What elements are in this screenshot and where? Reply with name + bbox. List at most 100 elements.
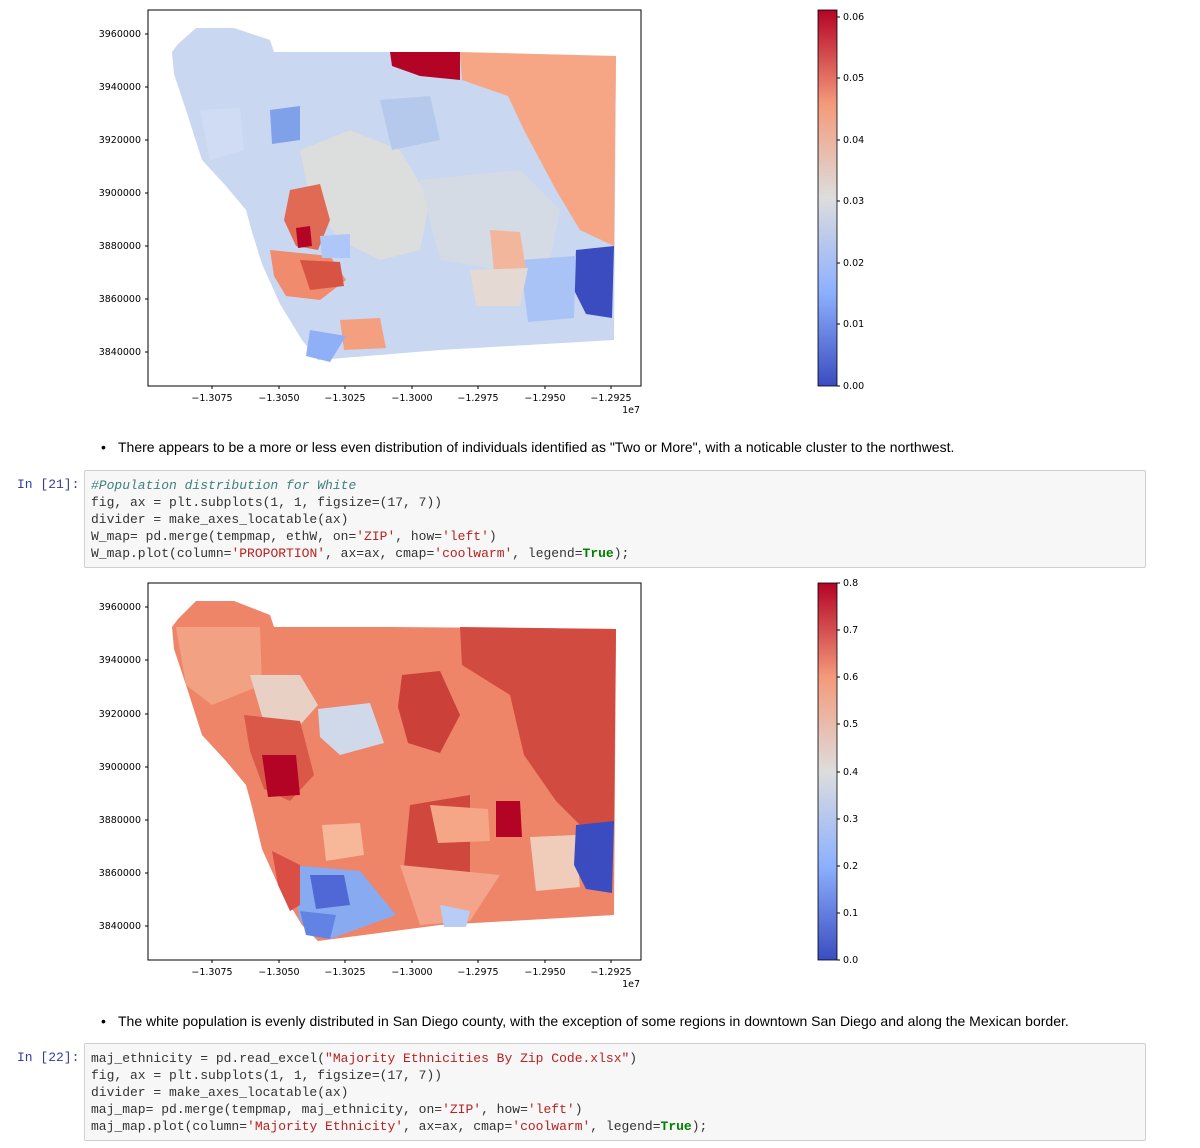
x-offset-label: 1e7 [622, 979, 640, 990]
y-tick-label: 3860000 [99, 294, 141, 305]
colorbar-tick-label: 0.06 [843, 12, 864, 23]
colorbar-tick-label: 0.5 [843, 719, 858, 730]
region-central [300, 130, 430, 260]
x-tick-label: −1.3000 [391, 393, 432, 404]
region-east-mid [490, 230, 526, 272]
colorbar-tick-label: 0.7 [843, 625, 858, 636]
code-line[interactable]: divider = make_axes_locatable(ax) [91, 511, 629, 528]
code-line[interactable]: W_map= pd.merge(tempmap, ethW, on='ZIP',… [91, 528, 629, 545]
region-nw-neutral [250, 675, 318, 725]
y-tick-label: 3960000 [99, 602, 141, 613]
y-tick-label: 3960000 [99, 29, 141, 40]
region-se-cool [520, 256, 576, 322]
x-tick-label: −1.3075 [191, 967, 232, 978]
code-token: ); [613, 546, 630, 561]
code-line[interactable]: fig, ax = plt.subplots(1, 1, figsize=(17… [91, 494, 629, 511]
region-southeast-cold [574, 821, 614, 893]
markdown-cell: • The white population is evenly distrib… [101, 1013, 1161, 1031]
x-axis: −1.3075 −1.3050 −1.3025 −1.3000 −1.2975 … [191, 960, 640, 990]
colorbar-tick-label: 0.05 [843, 73, 864, 84]
x-offset-label: 1e7 [622, 405, 640, 416]
region-mid-cool [320, 234, 350, 258]
x-tick-label: −1.3050 [258, 967, 299, 978]
code-token: ); [691, 1119, 708, 1134]
y-tick-label: 3880000 [99, 815, 141, 826]
region-downtown-hot [272, 851, 300, 911]
code-token: , legend= [512, 546, 583, 561]
x-tick-label: −1.3000 [391, 967, 432, 978]
region-east-hot [496, 801, 522, 837]
code-token: maj_ethnicity = pd.read_excel( [91, 1051, 326, 1066]
colorbar-tick-label: 0.4 [843, 767, 858, 778]
y-tick-label: 3860000 [99, 868, 141, 879]
code-token: 'ZIP' [442, 1102, 482, 1117]
y-tick-label: 3940000 [99, 82, 141, 93]
code-line[interactable]: divider = make_axes_locatable(ax) [91, 1084, 707, 1101]
code-token: ) [574, 1102, 583, 1117]
map-plot-two-or-more: 3960000 3940000 3920000 3900000 3880000 … [99, 9, 864, 416]
code-token: W_map= pd.merge(tempmap, ethW, on= [91, 529, 357, 544]
code-token: 'coolwarm' [512, 1119, 591, 1134]
code-token: , ax=ax, cmap= [403, 1119, 513, 1134]
region-south-cold [310, 875, 350, 909]
code-editor[interactable]: maj_ethnicity = pd.read_excel("Majority … [91, 1050, 707, 1135]
region-east-low [470, 268, 528, 306]
cell-prompt: In [21]: [17, 477, 80, 492]
x-tick-label: −1.2925 [590, 393, 631, 404]
code-token: "Majority Ethnicities By Zip Code.xlsx" [325, 1051, 630, 1066]
y-tick-label: 3840000 [99, 347, 141, 358]
x-tick-label: −1.2950 [524, 393, 565, 404]
code-cell-21[interactable]: #Population distribution for White fig, a… [84, 470, 1146, 568]
colorbar-tick-label: 0.3 [843, 814, 858, 825]
x-tick-label: −1.2950 [524, 967, 565, 978]
code-line[interactable]: #Population distribution for White [91, 477, 629, 494]
region-south-warm [400, 865, 500, 925]
code-line[interactable]: maj_map.plot(column='Majority Ethnicity'… [91, 1118, 707, 1135]
code-line[interactable]: maj_ethnicity = pd.read_excel("Majority … [91, 1050, 707, 1067]
code-line[interactable]: maj_map= pd.merge(tempmap, maj_ethnicity… [91, 1101, 707, 1118]
y-axis: 3960000 3940000 3920000 3900000 3880000 … [99, 602, 148, 932]
region-southeast-cold [574, 246, 614, 318]
code-line[interactable]: W_map.plot(column='PROPORTION', ax=ax, c… [91, 545, 629, 562]
region-mid-light [430, 805, 490, 843]
region-northwest [176, 627, 262, 705]
y-tick-label: 3940000 [99, 655, 141, 666]
code-token: divider = make_axes_locatable(ax) [91, 512, 349, 527]
code-token: 'left' [442, 529, 489, 544]
colorbar-tick-label: 0.04 [843, 135, 864, 146]
map-plot-white: 3960000 3940000 3920000 3900000 3880000 … [99, 578, 858, 990]
region-central-neutral [318, 703, 384, 755]
code-token: divider = make_axes_locatable(ax) [91, 1085, 349, 1100]
code-token: ) [488, 529, 497, 544]
code-editor[interactable]: #Population distribution for White fig, a… [91, 477, 629, 562]
code-token: , legend= [590, 1119, 661, 1134]
colorbar-tick-label: 0.8 [843, 578, 858, 589]
region-northeast [398, 671, 460, 753]
code-line[interactable]: fig, ax = plt.subplots(1, 1, figsize=(17… [91, 1067, 707, 1084]
choropleth-map [172, 28, 616, 362]
markdown-text: The white population is evenly distribut… [118, 1013, 1069, 1029]
colorbar-tick-label: 0.6 [843, 672, 858, 683]
bullet: • [101, 439, 106, 455]
colorbar-tick-label: 0.00 [843, 381, 864, 392]
code-token: 'coolwarm' [434, 546, 513, 561]
cell-prompt: In [22]: [17, 1050, 80, 1065]
region-nw-hot [296, 226, 312, 248]
x-tick-label: −1.2975 [457, 393, 498, 404]
x-tick-label: −1.2925 [590, 967, 631, 978]
y-tick-label: 3920000 [99, 709, 141, 720]
y-tick-label: 3920000 [99, 135, 141, 146]
x-axis: −1.3075 −1.3050 −1.3025 −1.3000 −1.2975 … [191, 386, 640, 416]
code-token: 'ZIP' [356, 529, 396, 544]
region-south-warm [340, 318, 386, 350]
colorbar-tick-label: 0.0 [843, 955, 858, 966]
colorbar: 0.8 0.7 0.6 0.5 0.4 0.3 0.2 0.1 0.0 [817, 578, 858, 966]
code-token: True [582, 546, 614, 561]
region-north-cool [270, 106, 300, 144]
code-token: True [660, 1119, 692, 1134]
x-tick-label: −1.3050 [258, 393, 299, 404]
code-cell-22[interactable]: maj_ethnicity = pd.read_excel("Majority … [84, 1043, 1146, 1141]
region-nw-warm [284, 184, 330, 250]
x-tick-label: −1.2975 [457, 967, 498, 978]
markdown-cell: • There appears to be a more or less eve… [101, 439, 1161, 457]
